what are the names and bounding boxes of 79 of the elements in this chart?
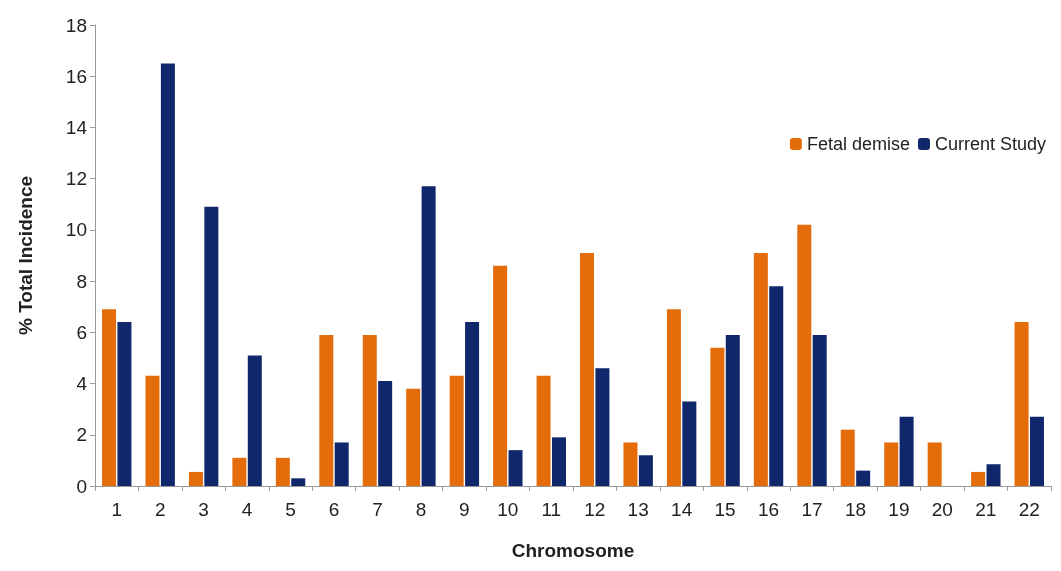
bar bbox=[291, 478, 306, 486]
bar bbox=[682, 401, 697, 486]
x-tick-label: 14 bbox=[671, 499, 693, 520]
bar bbox=[493, 265, 508, 486]
bar bbox=[1029, 416, 1044, 486]
bar bbox=[536, 375, 551, 486]
legend-label: Current Study bbox=[934, 134, 1047, 154]
x-axis-title: Chromosome bbox=[511, 540, 635, 561]
y-tick-label: 8 bbox=[76, 270, 87, 292]
bar bbox=[421, 186, 436, 486]
x-tick-label: 4 bbox=[241, 499, 253, 520]
x-tick-label: 12 bbox=[584, 499, 606, 520]
bar bbox=[856, 470, 871, 486]
bar bbox=[378, 380, 393, 486]
legend-label: Fetal demise bbox=[806, 134, 910, 154]
bar bbox=[884, 442, 899, 486]
x-tick-label: 9 bbox=[459, 499, 470, 520]
bar bbox=[623, 442, 638, 486]
bar bbox=[769, 286, 784, 486]
bar bbox=[160, 63, 175, 486]
bar bbox=[247, 355, 262, 486]
x-tick-label: 7 bbox=[372, 499, 383, 520]
x-tick-label: 21 bbox=[975, 499, 997, 520]
bar bbox=[204, 206, 219, 486]
x-tick-label: 15 bbox=[714, 499, 736, 520]
bar bbox=[725, 334, 740, 486]
x-tick-label: 11 bbox=[541, 499, 562, 520]
bar bbox=[117, 322, 132, 486]
bar bbox=[319, 334, 334, 486]
x-tick-label: 16 bbox=[757, 499, 780, 520]
y-tick-label: 18 bbox=[65, 14, 87, 36]
x-tick-label: 1 bbox=[111, 499, 123, 520]
y-tick-label: 12 bbox=[65, 168, 87, 190]
x-tick-label: 2 bbox=[154, 499, 166, 520]
bar bbox=[449, 375, 464, 486]
bar bbox=[551, 437, 566, 486]
y-tick-label: 0 bbox=[76, 475, 87, 497]
bar bbox=[986, 464, 1001, 486]
y-tick-label: 14 bbox=[65, 116, 88, 138]
x-tick-label: 3 bbox=[198, 499, 209, 520]
bar bbox=[275, 457, 290, 486]
x-tick-label: 17 bbox=[801, 499, 823, 520]
bar bbox=[797, 224, 812, 486]
bar bbox=[1014, 322, 1029, 486]
bar bbox=[232, 457, 247, 486]
x-tick-label: 20 bbox=[931, 499, 953, 520]
x-tick-label: 6 bbox=[328, 499, 340, 520]
y-tick-label: 10 bbox=[65, 219, 87, 241]
x-tick-label: 22 bbox=[1018, 499, 1040, 520]
bar bbox=[638, 455, 653, 486]
bar bbox=[710, 347, 725, 486]
x-tick-label: 18 bbox=[844, 499, 867, 520]
bar bbox=[666, 309, 681, 486]
bar bbox=[465, 322, 480, 486]
bar bbox=[971, 471, 986, 486]
bar bbox=[188, 471, 203, 486]
bar bbox=[334, 442, 349, 486]
x-tick-label: 10 bbox=[497, 499, 519, 520]
y-axis-title: % Total Incidence bbox=[15, 175, 36, 336]
bar bbox=[595, 368, 610, 486]
bar bbox=[753, 252, 768, 486]
bar bbox=[145, 375, 160, 486]
bar bbox=[927, 442, 942, 486]
x-tick-label: 5 bbox=[285, 499, 296, 520]
bar bbox=[840, 429, 855, 486]
x-tick-label: 8 bbox=[415, 499, 427, 520]
x-tick-label: 13 bbox=[627, 499, 649, 520]
bar bbox=[580, 252, 595, 486]
bar bbox=[102, 309, 117, 486]
bar bbox=[812, 334, 827, 486]
y-tick-label: 16 bbox=[65, 65, 87, 87]
y-tick-label: 6 bbox=[76, 321, 87, 343]
y-tick-label: 2 bbox=[76, 424, 87, 446]
y-tick-label: 4 bbox=[76, 373, 88, 395]
bar bbox=[406, 388, 421, 486]
bar bbox=[362, 334, 377, 486]
x-tick-label: 19 bbox=[888, 499, 910, 520]
bar bbox=[899, 416, 914, 486]
bar bbox=[508, 450, 523, 486]
